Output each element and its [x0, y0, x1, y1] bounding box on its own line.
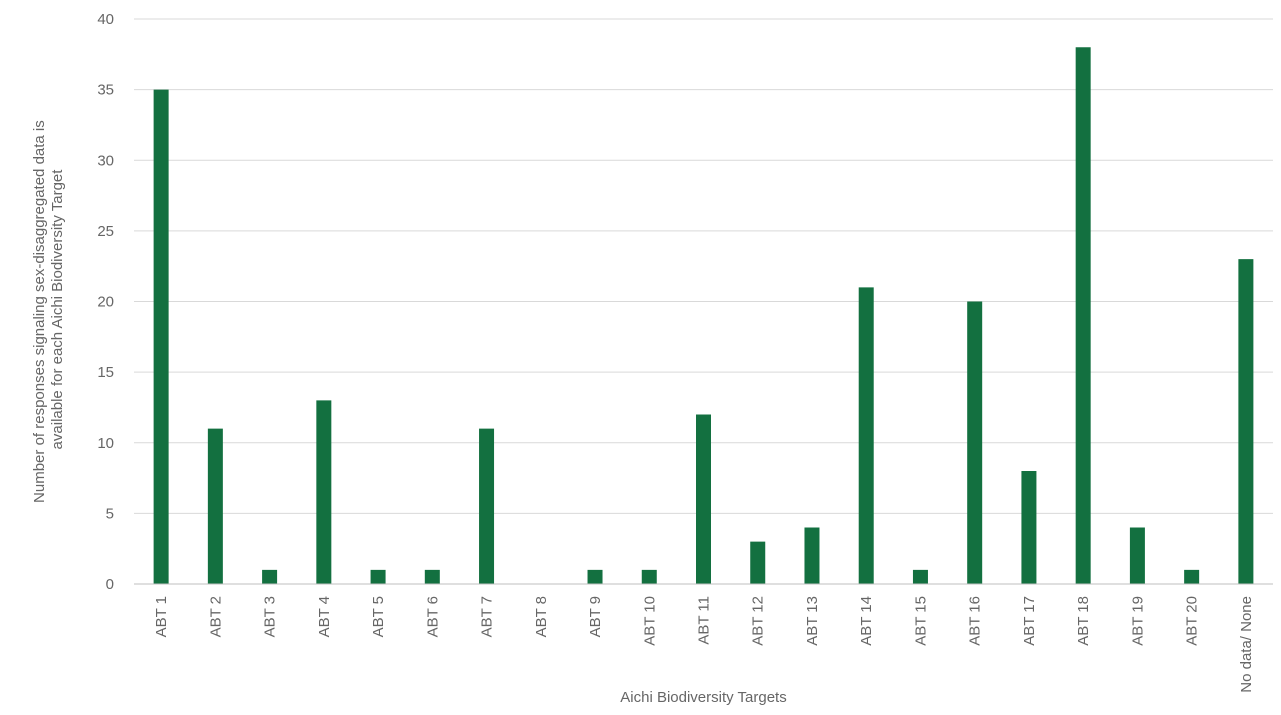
- x-tick-label: ABT 14: [858, 596, 875, 646]
- y-tick-label: 30: [97, 152, 114, 169]
- bar: [1238, 259, 1254, 584]
- x-tick-label: ABT 12: [750, 596, 767, 646]
- y-tick-label: 0: [106, 576, 114, 593]
- x-tick-label: ABT 1: [153, 596, 170, 637]
- x-tick-label: ABT 3: [262, 596, 279, 637]
- bar: [967, 301, 983, 584]
- bar: [804, 527, 820, 584]
- y-axis-title-line-2: available for each Aichi Biodiversity Ta…: [49, 169, 66, 450]
- bar: [207, 428, 223, 584]
- x-tick-label: ABT 20: [1184, 596, 1201, 646]
- y-tick-label: 5: [106, 505, 114, 522]
- y-tick-label: 40: [97, 11, 114, 28]
- bar: [1021, 471, 1037, 584]
- bars: [153, 47, 1254, 584]
- x-tick-label: ABT 6: [424, 596, 441, 637]
- y-axis-title-line-1: Number of responses signaling sex-disagg…: [31, 120, 48, 503]
- bar: [858, 287, 874, 584]
- bar: [750, 541, 766, 584]
- x-tick-label: ABT 16: [967, 596, 984, 646]
- x-tick-label: ABT 11: [696, 596, 713, 645]
- bar: [1184, 569, 1200, 584]
- y-axis-title: Number of responses signaling sex-disagg…: [31, 116, 66, 503]
- bar: [479, 428, 495, 584]
- bar: [424, 569, 440, 584]
- x-tick-label: ABT 7: [479, 596, 496, 637]
- y-tick-label: 10: [97, 435, 114, 452]
- x-tick-label: ABT 8: [533, 596, 550, 637]
- bar: [641, 569, 657, 584]
- x-tick-label: ABT 5: [370, 596, 387, 637]
- x-tick-label: No data/ None: [1238, 596, 1255, 693]
- x-axis-title: Aichi Biodiversity Targets: [620, 689, 786, 706]
- bar: [316, 400, 332, 584]
- x-tick-label: ABT 2: [207, 596, 224, 637]
- bar: [153, 89, 169, 584]
- y-tick-label: 20: [97, 294, 114, 311]
- bar: [1075, 47, 1091, 584]
- x-tick-label: ABT 15: [912, 596, 929, 646]
- x-tick-label: ABT 17: [1021, 596, 1038, 646]
- bar: [587, 569, 603, 584]
- bar: [912, 569, 928, 584]
- x-tick-label: ABT 19: [1129, 596, 1146, 646]
- y-axis-ticks: 0 5 10 15 20 25 30 35 40: [97, 11, 114, 593]
- bar: [1129, 527, 1145, 584]
- y-tick-label: 25: [97, 223, 114, 240]
- y-tick-label: 15: [97, 364, 114, 381]
- y-tick-label: 35: [97, 82, 114, 99]
- x-axis-ticks: ABT 1 ABT 2 ABT 3 ABT 4 ABT 5 ABT 6 ABT 7 ABT 8…: [153, 596, 1255, 693]
- bar: [262, 569, 278, 584]
- x-tick-label: ABT 4: [316, 596, 333, 637]
- bar: [696, 414, 711, 584]
- x-tick-label: ABT 9: [587, 596, 604, 637]
- bar: [370, 569, 386, 584]
- x-tick-label: ABT 13: [804, 596, 821, 646]
- x-tick-label: ABT 10: [641, 596, 658, 646]
- x-tick-label: ABT 18: [1075, 596, 1092, 646]
